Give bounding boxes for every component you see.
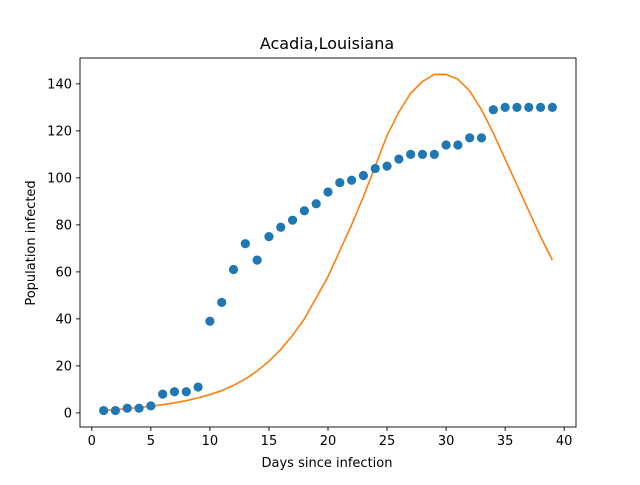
series-0-point xyxy=(122,403,132,413)
series-0-point xyxy=(382,161,392,171)
series-0-point xyxy=(524,102,534,112)
series-0-point xyxy=(146,401,156,411)
series-0-point xyxy=(323,187,333,197)
y-tick-label: 60 xyxy=(55,265,72,280)
x-tick-label: 25 xyxy=(379,434,396,449)
series-0-point xyxy=(370,163,380,174)
series-0-point xyxy=(465,133,475,143)
y-axis-label: Population infected xyxy=(24,180,39,305)
plot-area xyxy=(99,73,557,416)
series-0-point xyxy=(476,133,487,143)
y-tick-label: 0 xyxy=(64,406,72,421)
series-0-point xyxy=(240,239,250,249)
series-0-point xyxy=(500,102,510,112)
x-tick-label: 20 xyxy=(320,434,337,449)
x-axis-label: Days since infection xyxy=(262,456,393,471)
series-0-point xyxy=(228,264,239,275)
x-tick-label: 35 xyxy=(497,434,514,449)
series-0-point xyxy=(158,389,168,399)
y-tick-label: 100 xyxy=(47,171,72,186)
x-tick-label: 30 xyxy=(438,434,455,449)
series-0-point xyxy=(276,222,286,232)
x-tick-label: 10 xyxy=(202,434,219,449)
series-0-point xyxy=(347,175,357,185)
axes: 0 5 10 15 20 25 30 35 40 0 20 40 60 80 100 120 140 xyxy=(47,57,577,449)
series-0-point xyxy=(264,232,274,242)
series-0-point xyxy=(99,405,109,416)
series-0-point xyxy=(110,405,121,416)
y-tick-label: 140 xyxy=(47,77,72,92)
x-tick-label: 0 xyxy=(88,434,96,449)
series-0-point xyxy=(134,403,144,413)
series-0-point xyxy=(441,140,451,150)
chart-title: Acadia,Louisiana xyxy=(260,34,394,53)
x-tick-label: 15 xyxy=(261,434,278,449)
series-0-point xyxy=(358,170,369,181)
series-0-point xyxy=(205,316,215,326)
y-tick-label: 120 xyxy=(47,124,72,139)
series-0-point xyxy=(299,206,309,216)
series-0-point xyxy=(512,102,522,112)
y-tick-label: 80 xyxy=(55,218,72,233)
series-0-point xyxy=(287,215,298,225)
series-0-point xyxy=(406,149,416,159)
series-0-point xyxy=(394,154,404,164)
x-tick-label: 40 xyxy=(556,434,573,449)
series-0-point xyxy=(547,102,557,112)
series-0-point xyxy=(488,105,498,115)
y-tick-label: 40 xyxy=(55,312,72,327)
series-1-line xyxy=(103,73,554,412)
x-tick-label: 5 xyxy=(147,434,155,449)
series-0-point xyxy=(252,255,262,265)
series-0-point xyxy=(217,297,227,308)
y-tick-label: 20 xyxy=(55,359,72,374)
series-0-point xyxy=(169,387,180,397)
series-0-point xyxy=(181,387,191,397)
series-0-point xyxy=(429,149,439,159)
series-0-point xyxy=(453,140,463,150)
series-0-point xyxy=(193,382,203,392)
series-0-point xyxy=(335,177,345,188)
series-0-point xyxy=(535,102,546,112)
series-0-point xyxy=(311,199,321,209)
series-0-point xyxy=(417,149,428,159)
